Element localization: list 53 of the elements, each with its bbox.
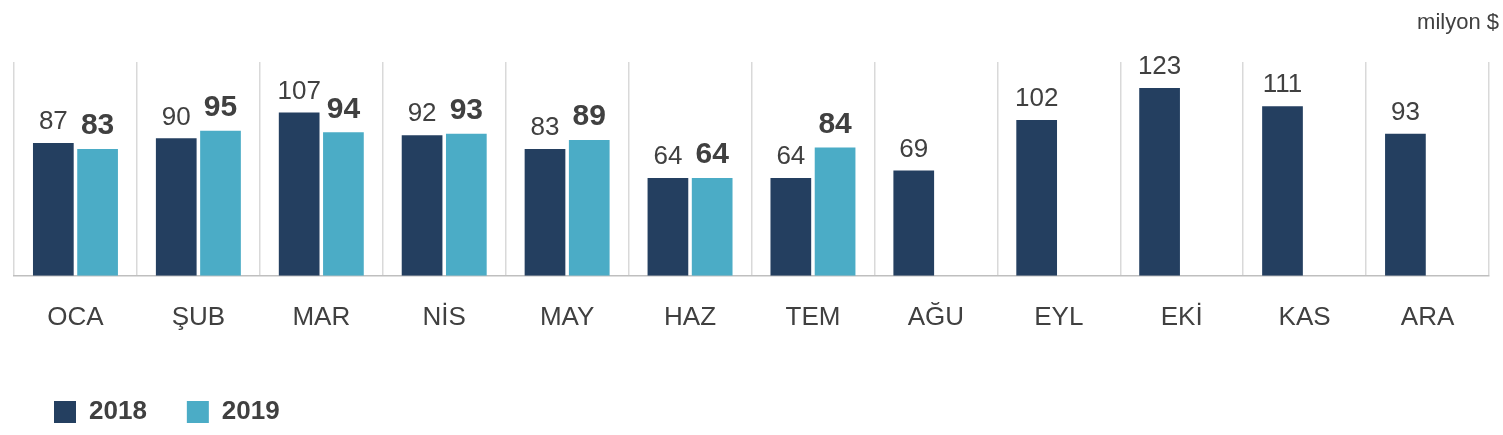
- legend-label: 2019: [221, 395, 280, 426]
- data-label: 83: [80, 107, 115, 141]
- data-label: 93: [1390, 95, 1420, 126]
- bar: [770, 178, 812, 276]
- bar: [77, 149, 118, 276]
- x-tick-label: MAY: [539, 300, 595, 331]
- data-label: 89: [572, 98, 606, 132]
- bar: [1262, 106, 1303, 276]
- bar: [32, 142, 74, 276]
- data-label: 84: [818, 105, 853, 139]
- bar: [1385, 133, 1426, 276]
- data-label: 123: [1137, 50, 1182, 81]
- data-label: 92: [407, 97, 437, 128]
- bar: [323, 132, 364, 276]
- bar: [814, 147, 856, 276]
- data-label: 102: [1014, 82, 1059, 113]
- y-axis-title: milyon $: [1417, 9, 1499, 35]
- x-tick-label: AĞU: [907, 300, 965, 331]
- bar: [278, 112, 320, 276]
- legend-label: 2018: [89, 395, 147, 426]
- data-label: 95: [203, 88, 238, 122]
- data-label: 93: [449, 92, 484, 126]
- bar: [568, 139, 610, 276]
- x-tick-label: EKİ: [1160, 300, 1203, 331]
- bar: [200, 130, 241, 276]
- data-label: 94: [326, 90, 361, 124]
- bar: [1016, 120, 1058, 276]
- data-label: 111: [1262, 68, 1303, 99]
- bar: [155, 138, 197, 276]
- bar: [524, 149, 566, 276]
- x-tick-label: KAS: [1278, 300, 1331, 331]
- data-label: 69: [899, 132, 929, 163]
- data-label: 87: [38, 105, 68, 136]
- x-tick-label: ARA: [1400, 300, 1455, 331]
- data-label: 107: [277, 74, 321, 105]
- x-tick-label: NİS: [422, 300, 466, 331]
- bar: [445, 133, 487, 276]
- data-label: 64: [776, 140, 806, 171]
- bar: [691, 178, 733, 276]
- x-tick-label: HAZ: [664, 300, 717, 331]
- x-tick-label: EYL: [1034, 300, 1084, 331]
- x-tick-label: OCA: [47, 300, 105, 331]
- bar: [647, 178, 689, 276]
- data-label: 64: [653, 140, 683, 171]
- x-tick-label: TEM: [785, 300, 841, 331]
- data-label: 90: [161, 100, 191, 131]
- bar: [1139, 87, 1180, 276]
- bar: [401, 135, 443, 276]
- bar: [893, 170, 935, 276]
- data-label: 83: [530, 111, 560, 142]
- x-tick-label: MAR: [292, 300, 351, 331]
- data-label: 64: [695, 136, 730, 170]
- x-tick-label: ŞUB: [171, 300, 226, 331]
